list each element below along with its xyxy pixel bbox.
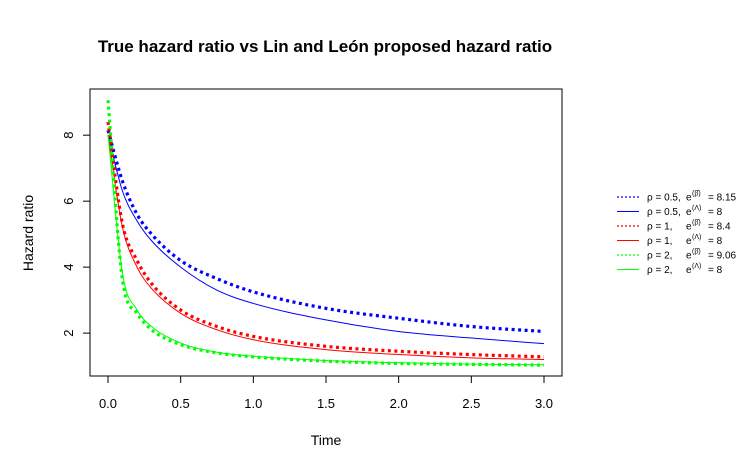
legend-exp-base: e xyxy=(686,222,692,233)
legend-exp-sup: (β̄) xyxy=(692,191,701,198)
x-tick-label: 0.5 xyxy=(172,396,190,411)
legend-exp-sup: (β̄) xyxy=(692,220,701,227)
legend-exp-sup: (Λ) xyxy=(692,263,701,270)
legend-label: ρ = 0.5, xyxy=(647,207,681,218)
legend-exp-base: e xyxy=(686,193,692,204)
legend-label: ρ = 1, xyxy=(647,222,672,233)
series-line-4 xyxy=(106,100,545,367)
x-tick-label: 0.0 xyxy=(99,396,117,411)
series-line-2 xyxy=(106,121,545,359)
chart-title: True hazard ratio vs Lin and León propos… xyxy=(98,37,552,56)
x-tick-label: 1.0 xyxy=(244,396,262,411)
legend-exp-base: e xyxy=(686,265,692,276)
legend-exp-sup: (β̄) xyxy=(692,249,701,256)
legend-exp-sup: (Λ) xyxy=(692,205,701,212)
x-tick-label: 2.0 xyxy=(390,396,408,411)
legend-exp-base: e xyxy=(686,236,692,247)
x-tick-label: 1.5 xyxy=(317,396,335,411)
legend-value: = 8.15 xyxy=(708,193,737,204)
legend-exp-base: e xyxy=(686,251,692,262)
legend-label: ρ = 2, xyxy=(647,265,672,276)
y-axis-label: Hazard ratio xyxy=(20,195,36,271)
legend-value: = 8 xyxy=(708,265,723,276)
legend-exp-sup: (Λ) xyxy=(692,234,701,241)
series-layer xyxy=(106,100,545,367)
legend-value: = 8.4 xyxy=(708,222,731,233)
series-line-0 xyxy=(106,129,545,334)
series-line-1 xyxy=(107,135,545,345)
legend-exp-base: e xyxy=(686,207,692,218)
legend-label: ρ = 2, xyxy=(647,251,672,262)
legend-value: = 8 xyxy=(708,207,723,218)
legend-value: = 9.06 xyxy=(708,251,737,262)
y-tick-label: 8 xyxy=(61,132,76,139)
legend-label: ρ = 0.5, xyxy=(647,193,681,204)
y-tick-label: 6 xyxy=(61,198,76,205)
y-axis: 2 4 6 8 xyxy=(61,132,91,337)
x-axis: 0.0 0.5 1.0 1.5 2.0 2.5 3.0 xyxy=(99,375,553,411)
series-line-5 xyxy=(107,135,545,366)
x-axis-label: Time xyxy=(311,432,342,448)
legend: ρ = 0.5, e (β̄) = 8.15ρ = 0.5, e (Λ) = 8ρ = 1,… xyxy=(617,191,737,276)
series-line-3 xyxy=(107,135,545,361)
x-tick-label: 3.0 xyxy=(535,396,553,411)
x-tick-label: 2.5 xyxy=(462,396,480,411)
y-tick-label: 2 xyxy=(61,329,76,336)
legend-value: = 8 xyxy=(708,236,723,247)
y-tick-label: 4 xyxy=(61,264,76,271)
legend-label: ρ = 1, xyxy=(647,236,672,247)
